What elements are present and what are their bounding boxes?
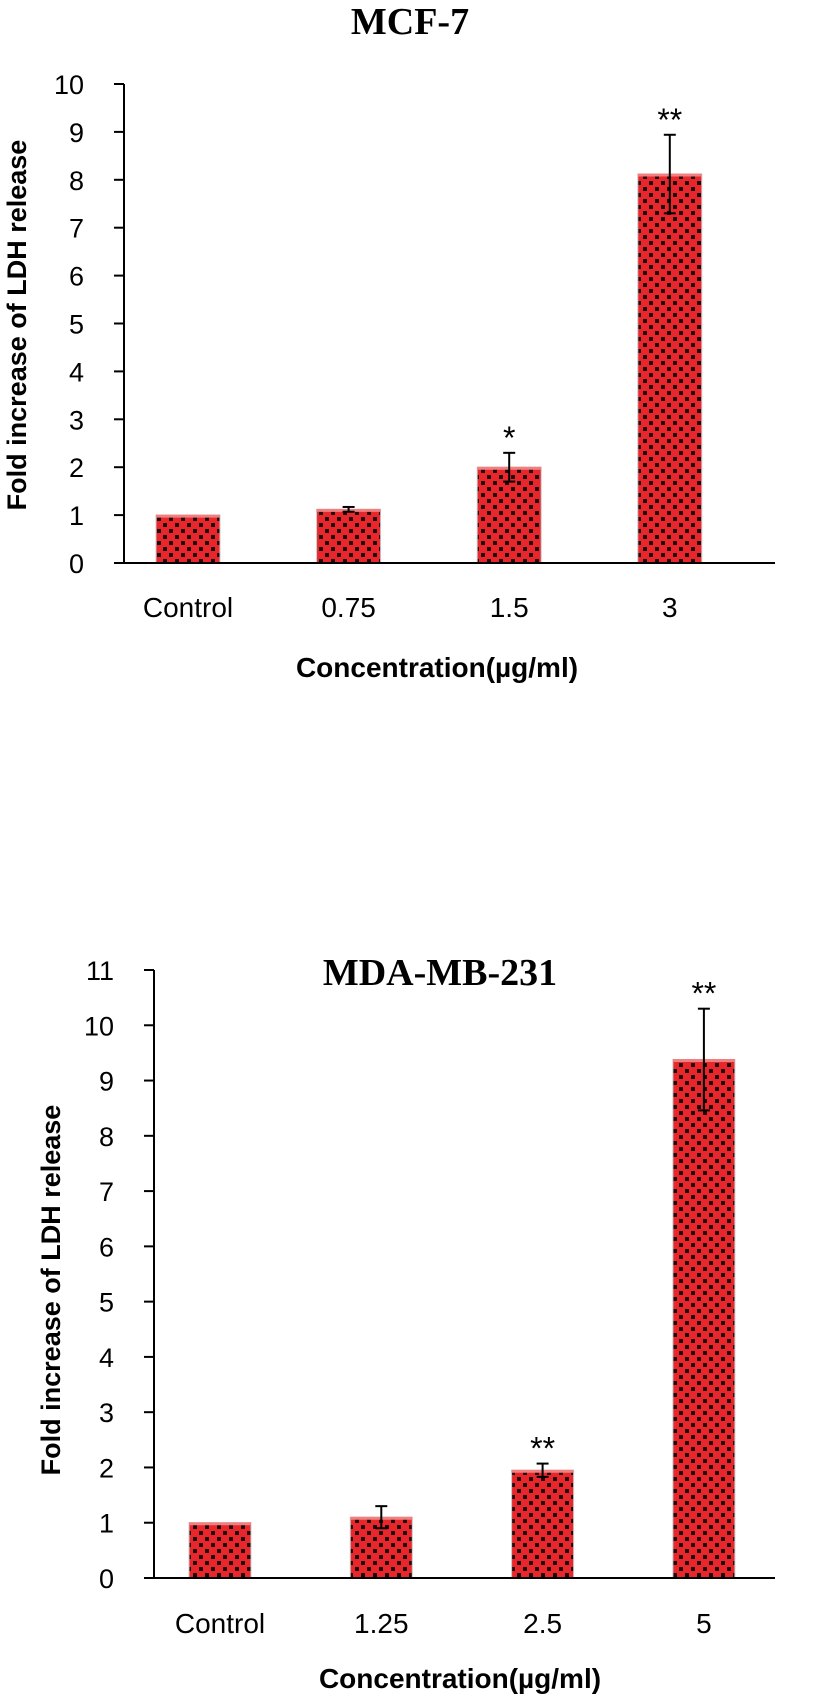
y-axis-label: Fold increase of LDH release	[2, 140, 32, 511]
x-axis-label: Concentration(µg/ml)	[296, 652, 578, 683]
x-category-label: 3	[662, 592, 678, 623]
bar	[316, 508, 382, 564]
y-tick-label: 2	[99, 1453, 114, 1483]
x-category-label: 0.75	[321, 592, 376, 623]
chart-mda-mb-231: MDA-MB-231 Fold increase of LDH release …	[36, 952, 775, 1694]
x-category-label: Control	[143, 592, 233, 623]
x-category-label: 5	[696, 1608, 712, 1639]
y-tick-label: 11	[86, 956, 114, 986]
chart-title: MCF-7	[351, 1, 469, 43]
y-tick-label: 9	[69, 118, 84, 148]
error-bar	[375, 1505, 388, 1530]
significance-label: *	[503, 420, 515, 456]
y-tick-label: 7	[69, 214, 84, 244]
error-bar	[536, 1462, 549, 1478]
significance-label: **	[530, 1431, 555, 1467]
significance-label: **	[691, 976, 716, 1012]
y-tick-label: 7	[99, 1177, 114, 1207]
y-tick-label: 8	[99, 1122, 114, 1152]
y-tick-label: 0	[69, 549, 84, 579]
y-axis-ticks: 0 1 2 3 4 5 6 7 8 9 10	[54, 70, 124, 579]
x-axis-categories: Control 1.25 2.5 5	[175, 1608, 712, 1639]
x-axis-label: Concentration(µg/ml)	[319, 1663, 601, 1694]
x-axis-categories: Control 0.75 1.5 3	[143, 592, 678, 623]
y-tick-label: 5	[69, 310, 84, 340]
bars: ** **	[188, 976, 736, 1579]
significance-label: **	[657, 102, 682, 138]
bar	[511, 1469, 575, 1579]
y-tick-label: 10	[54, 70, 84, 100]
bar	[637, 173, 703, 564]
bar	[155, 514, 221, 564]
y-axis-label: Fold increase of LDH release	[36, 1105, 66, 1476]
y-tick-label: 8	[69, 166, 84, 196]
y-tick-label: 4	[99, 1343, 114, 1373]
y-tick-label: 3	[69, 405, 84, 435]
x-category-label: 1.25	[354, 1608, 409, 1639]
y-tick-label: 6	[69, 262, 84, 292]
y-tick-label: 5	[99, 1288, 114, 1318]
y-tick-label: 10	[84, 1011, 114, 1041]
y-axis-ticks: 0 1 2 3 4 5 6 7 8 9 10 11	[84, 956, 154, 1594]
y-tick-label: 4	[69, 357, 84, 387]
x-category-label: 2.5	[523, 1608, 562, 1639]
error-bar	[342, 505, 355, 513]
bar	[188, 1522, 252, 1579]
error-bar	[697, 1007, 710, 1112]
bars: ***	[155, 102, 703, 564]
y-tick-label: 0	[99, 1564, 114, 1594]
y-tick-label: 2	[69, 453, 84, 483]
error-bar	[503, 451, 516, 483]
y-tick-label: 1	[99, 1509, 114, 1539]
chart-title: MDA-MB-231	[323, 952, 557, 994]
chart-mcf7: MCF-7 Fold increase of LDH release Conce…	[2, 1, 775, 683]
y-tick-label: 6	[99, 1232, 114, 1262]
bar	[672, 1059, 736, 1579]
y-tick-label: 9	[99, 1067, 114, 1097]
y-tick-label: 3	[99, 1398, 114, 1428]
x-category-label: 1.5	[490, 592, 529, 623]
x-category-label: Control	[175, 1608, 265, 1639]
y-tick-label: 1	[69, 501, 84, 531]
error-bar	[663, 133, 676, 215]
